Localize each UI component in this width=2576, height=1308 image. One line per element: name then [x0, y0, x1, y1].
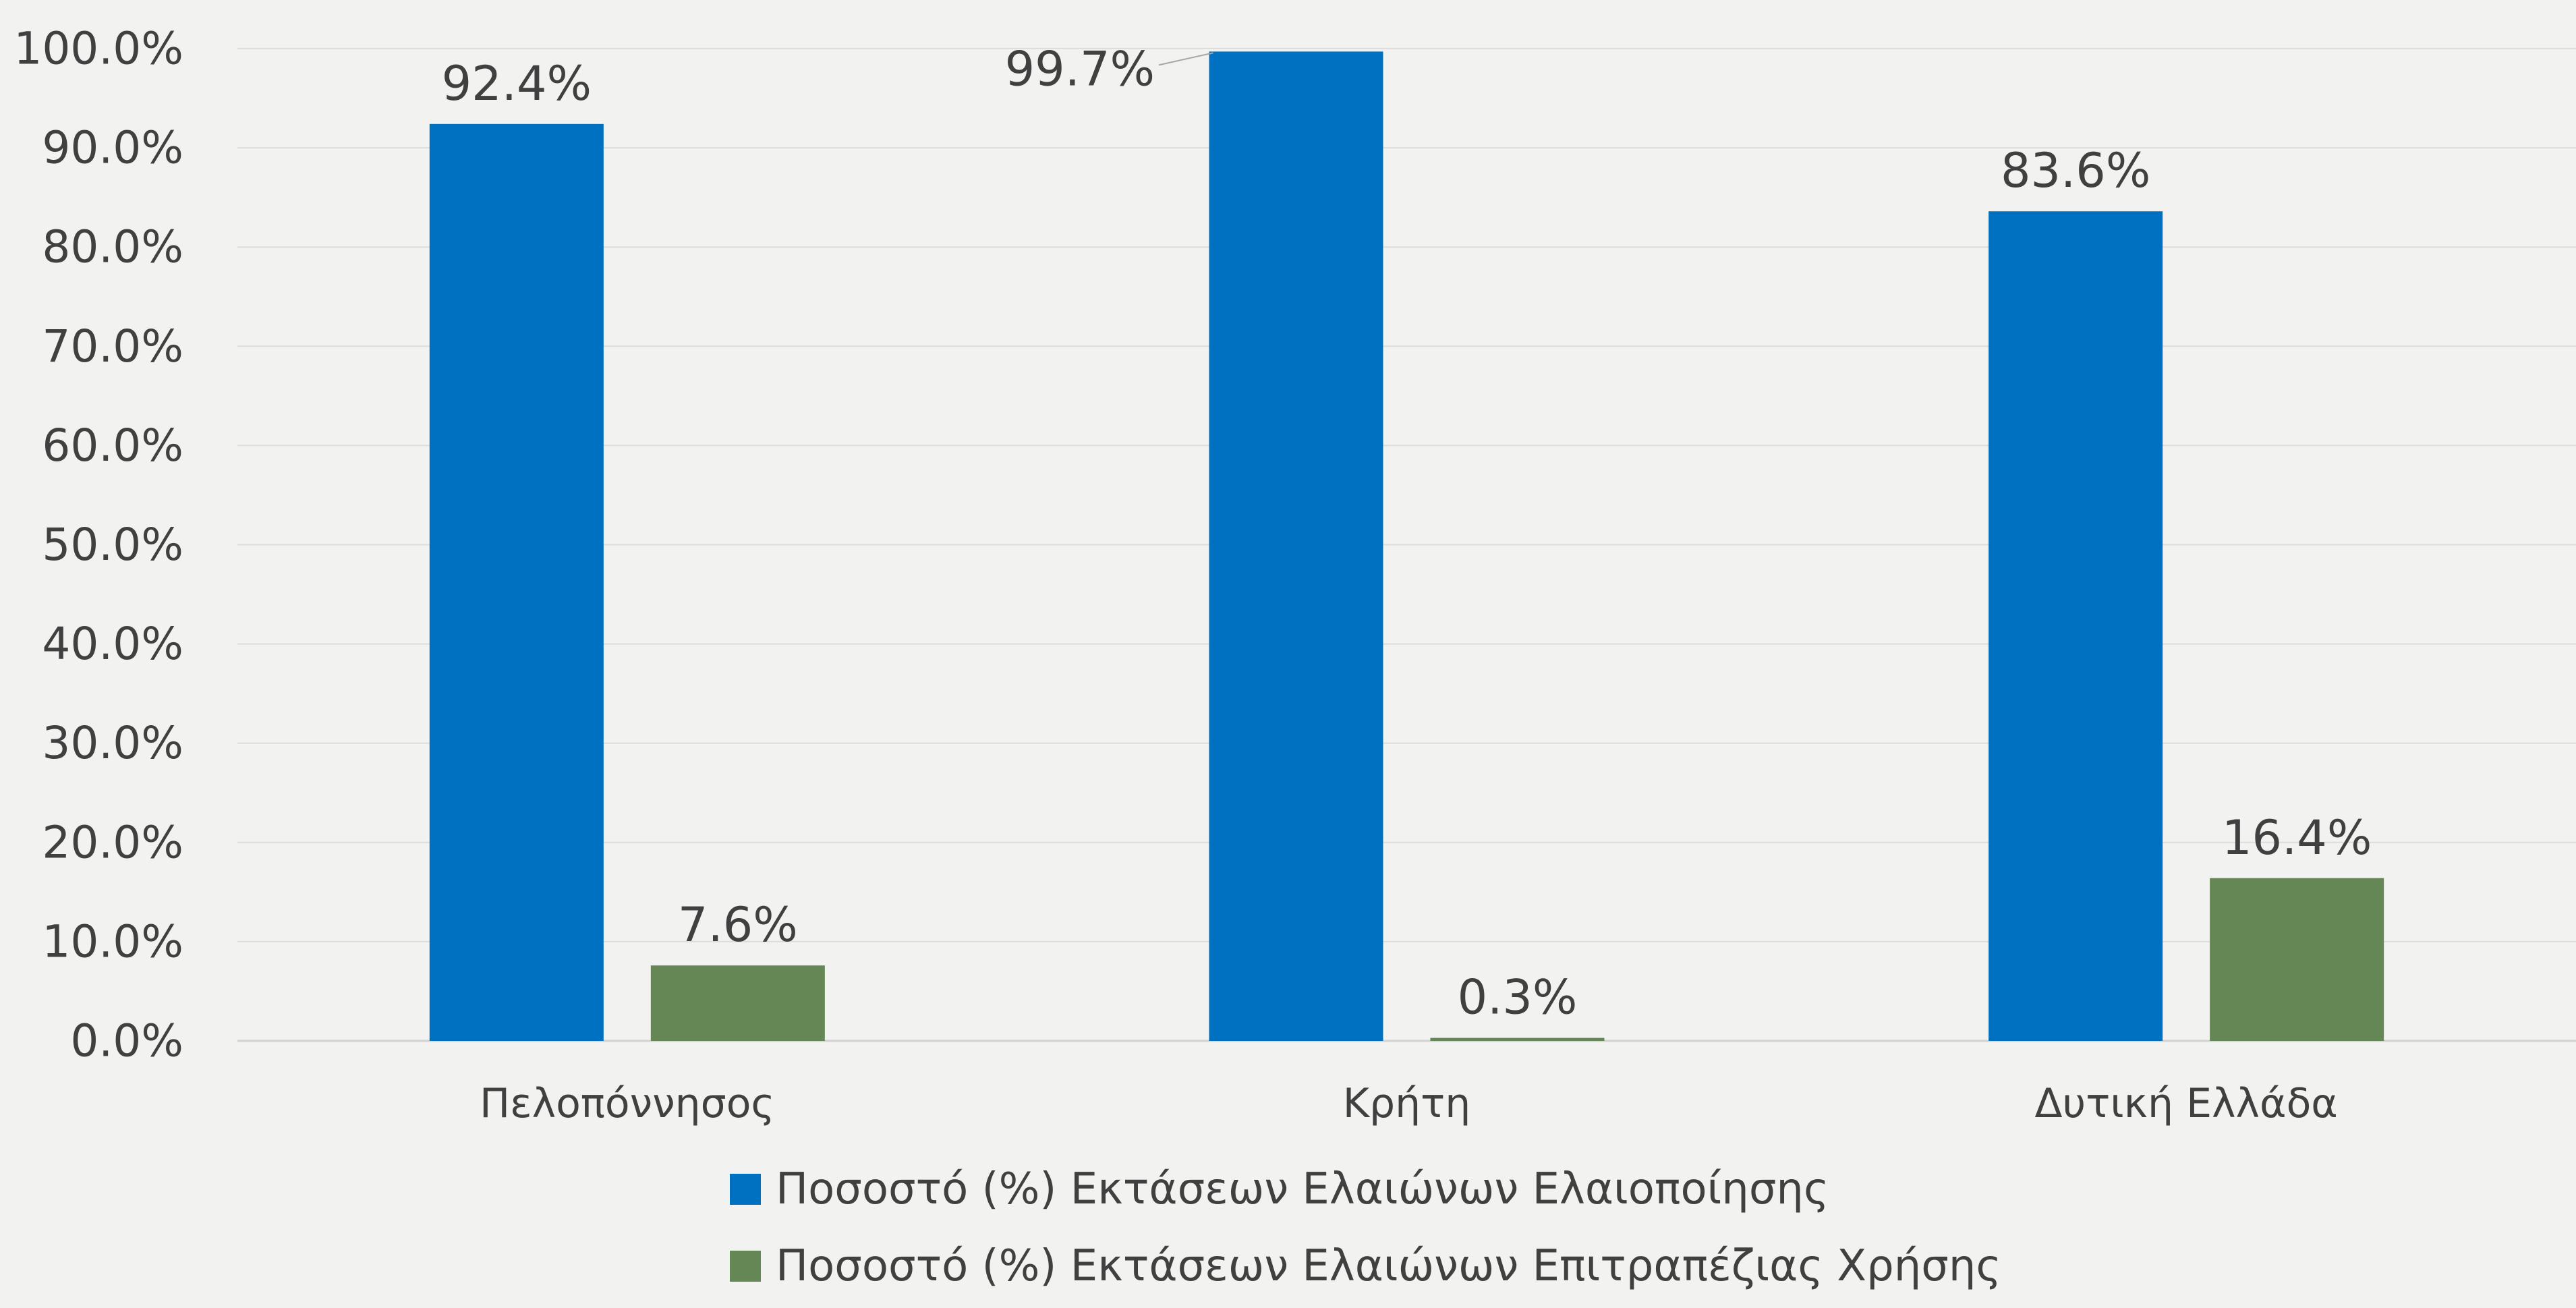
bars: [429, 51, 2384, 1042]
y-tick-label: 90.0%: [42, 122, 183, 174]
bar-series-2: [2210, 878, 2384, 1041]
y-tick-label: 50.0%: [42, 519, 183, 571]
bar-series-1: [1988, 211, 2163, 1041]
data-label: 0.3%: [1458, 970, 1578, 1025]
y-axis: 0.0% 10.0% 20.0% 30.0% 40.0% 50.0% 60.0% 70.0% 8…: [13, 23, 183, 1067]
y-tick-label: 70.0%: [42, 320, 183, 372]
legend-swatch: [730, 1251, 761, 1282]
legend-label: Ποσοστό (%) Εκτάσεων Ελαιώνων Επιτραπέζι…: [776, 1241, 2001, 1291]
data-label: 16.4%: [2222, 810, 2372, 865]
data-label: 99.7%: [1005, 41, 1155, 96]
legend-swatch: [730, 1174, 761, 1205]
y-tick-label: 100.0%: [13, 23, 183, 75]
y-tick-label: 10.0%: [42, 915, 183, 967]
data-label: 92.4%: [442, 56, 592, 111]
x-axis: Πελοπόννησος Κρήτη Δυτική Ελλάδα: [480, 1080, 2338, 1127]
y-tick-label: 20.0%: [42, 816, 183, 868]
y-tick-label: 30.0%: [42, 717, 183, 769]
y-tick-label: 60.0%: [42, 420, 183, 472]
x-category-label: Κρήτη: [1343, 1080, 1471, 1127]
leader-line: [1158, 52, 1213, 66]
y-tick-label: 80.0%: [42, 221, 183, 273]
legend-label: Ποσοστό (%) Εκτάσεων Ελαιώνων Ελαιοποίησ…: [776, 1164, 1829, 1214]
y-tick-label: 0.0%: [70, 1015, 183, 1067]
bar-series-1: [429, 123, 604, 1041]
gridlines: [237, 48, 2576, 1042]
bar-series-2: [1430, 1037, 1605, 1041]
legend: Ποσοστό (%) Εκτάσεων Ελαιώνων Ελαιοποίησ…: [730, 1164, 2001, 1291]
data-label: 83.6%: [2001, 143, 2150, 198]
x-category-label: Δυτική Ελλάδα: [2034, 1080, 2337, 1127]
data-label: 7.6%: [678, 897, 798, 952]
data-labels: 92.4% 7.6% 99.7% 0.3% 83.6% 16.4%: [442, 41, 2372, 1025]
x-category-label: Πελοπόννησος: [480, 1080, 775, 1127]
bar-series-1: [1209, 51, 1383, 1042]
y-tick-label: 40.0%: [42, 618, 183, 670]
bar-series-2: [650, 965, 825, 1041]
